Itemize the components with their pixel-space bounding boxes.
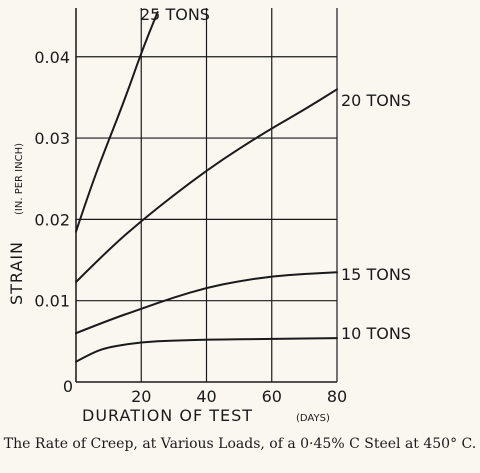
x-tick-label: 20	[131, 387, 151, 406]
x-tick-label: 40	[196, 387, 216, 406]
series-line-1	[75, 88, 338, 283]
series-label: 15 TONS	[341, 265, 411, 284]
series-label: 10 TONS	[341, 324, 411, 343]
series-lines	[75, 11, 338, 363]
figure-caption: The Rate of Creep, at Various Loads, of …	[3, 436, 477, 452]
y-tick-label: 0.04	[34, 48, 70, 67]
grid	[75, 8, 338, 383]
series-line-3	[75, 337, 338, 363]
series-line-2	[75, 271, 338, 335]
origin-tick-label: 0	[63, 377, 73, 396]
x-tick-label: 60	[262, 387, 282, 406]
tick-labels: 20 40 60 80 0 0.01 0.02 0.03 0.04	[34, 48, 347, 406]
y-axis-unit: (IN. PER INCH)	[14, 143, 25, 215]
series-label: 25 TONS	[140, 5, 210, 24]
y-tick-label: 0.01	[34, 292, 70, 311]
series-line-0	[75, 11, 159, 233]
series-labels: 25 TONS 20 TONS 15 TONS 10 TONS	[140, 5, 411, 343]
y-axis-label: STRAIN	[7, 241, 26, 305]
x-axis-unit: (DAYS)	[296, 413, 330, 424]
x-axis-label: DURATION OF TEST	[82, 406, 253, 425]
y-tick-label: 0.02	[34, 210, 70, 229]
x-tick-label: 80	[327, 387, 347, 406]
series-label: 20 TONS	[341, 91, 411, 110]
y-tick-label: 0.03	[34, 129, 70, 148]
